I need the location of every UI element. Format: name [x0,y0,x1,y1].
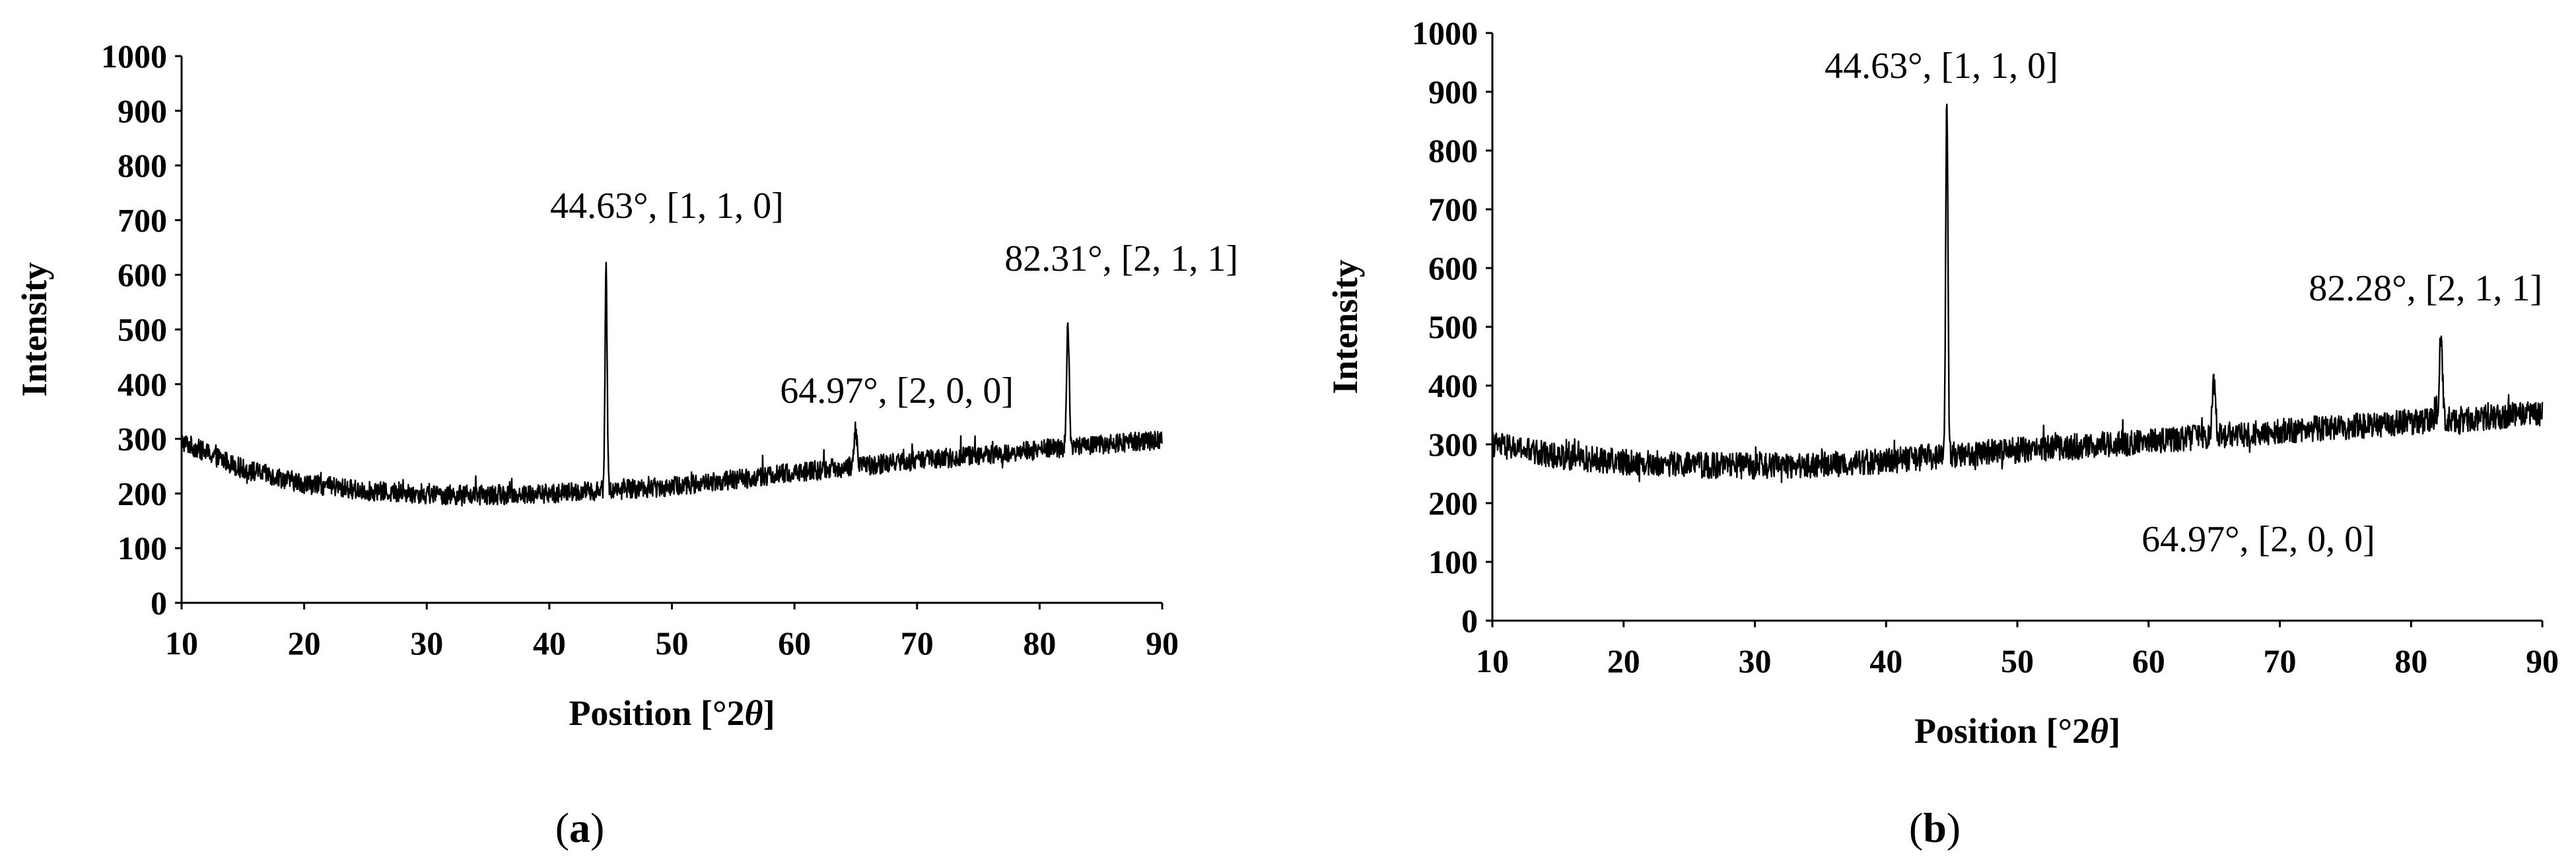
peak-annotation: 44.63°, [1, 1, 0] [550,186,784,226]
x-tick-label: 50 [656,625,689,662]
panel-a-label: (a) [555,804,605,851]
x-tick-label: 40 [533,625,566,662]
x-axis-title: Position [°2θ] [1914,711,2120,751]
y-tick-label: 300 [118,421,167,458]
peak-annotation: 44.63°, [1, 1, 0] [1825,46,2058,86]
x-tick-label: 90 [1146,625,1179,662]
y-tick-label: 200 [1428,485,1478,522]
x-tick-label: 90 [2526,642,2559,679]
y-tick-label: 900 [118,92,167,129]
x-tick-label: 10 [165,625,198,662]
y-tick-label: 200 [118,475,167,512]
panel-b-label: (b) [1909,804,1961,851]
x-tick-label: 10 [1476,642,1509,679]
y-tick-label: 600 [118,256,167,293]
y-tick-label: 500 [1428,308,1478,345]
panel-b-chart: 0 100 200 300 400 500 600 700 800 900 1000 10 20 30 40… [1325,15,2559,751]
peak-annotation: 82.28°, [2, 1, 1] [2309,268,2542,309]
x-tick-label: 70 [901,625,934,662]
y-tick-label: 0 [151,584,167,621]
xrd-series-line [1491,103,2544,483]
x-tick-label: 80 [1023,625,1056,662]
x-tick-label: 40 [1869,642,1902,679]
x-tick-label: 20 [288,625,321,662]
x-tick-label: 60 [2132,642,2165,679]
peak-annotation: 82.31°, [2, 1, 1] [1004,238,1238,279]
y-tick-label: 800 [1428,132,1478,169]
x-tick-label: 70 [2264,642,2297,679]
x-tick-label: 60 [778,625,811,662]
x-tick-label: 20 [1607,642,1640,679]
y-tick-label: 100 [118,530,167,567]
y-tick-label: 300 [1428,426,1478,463]
y-axis-title: Intensity [15,262,54,397]
y-tick-label: 400 [1428,367,1478,404]
y-tick-label: 400 [118,366,167,403]
panel-a-chart: 0 100 200 300 400 500 600 700 800 900 1000 10 20 30 40… [15,38,1238,733]
y-tick-label: 1000 [1412,15,1478,52]
y-tick-label: 0 [1461,602,1478,639]
x-tick-label: 30 [1739,642,1772,679]
x-tick-label: 80 [2394,642,2427,679]
x-axis-title: Position [°2θ] [569,693,775,733]
y-tick-label: 100 [1428,543,1478,580]
y-tick-label: 500 [118,311,167,348]
peak-annotation: 64.97°, [2, 0, 0] [2141,519,2375,560]
xrd-series-line [181,261,1164,507]
x-tick-label: 50 [2001,642,2034,679]
y-tick-label: 700 [118,201,167,238]
y-tick-label: 1000 [101,38,167,75]
y-tick-label: 600 [1428,250,1478,287]
x-tick-label: 30 [410,625,443,662]
y-axis-title: Intensity [1325,259,1365,394]
y-tick-label: 700 [1428,191,1478,228]
y-tick-label: 900 [1428,73,1478,110]
peak-annotation: 64.97°, [2, 0, 0] [780,370,1014,411]
y-tick-label: 800 [118,147,167,184]
